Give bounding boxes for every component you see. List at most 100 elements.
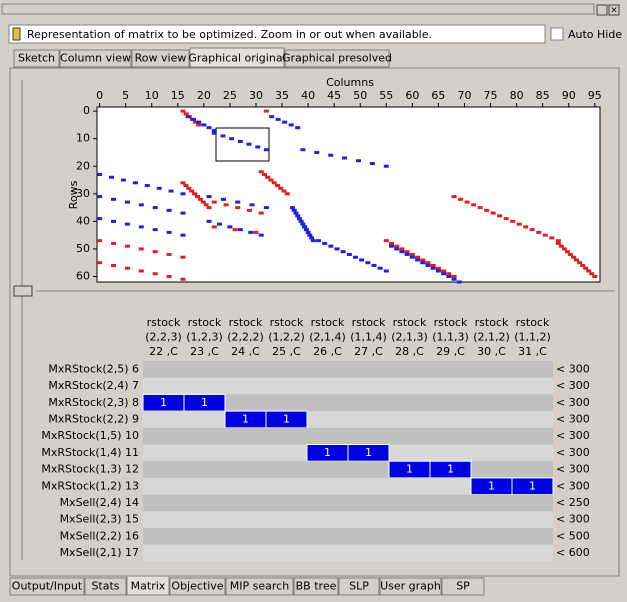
tab[interactable] — [338, 577, 380, 596]
nonzero-dot — [124, 222, 130, 226]
nonzero-dot — [258, 170, 264, 174]
nonzero-dot — [369, 161, 375, 165]
cell-value: 1 — [488, 479, 495, 492]
y-tick-label: 40 — [76, 214, 90, 227]
info-icon — [12, 27, 21, 41]
nonzero-dot — [220, 197, 226, 201]
row-band — [143, 427, 553, 445]
row-label: MxRStock(2,4) 7 — [48, 379, 139, 392]
nonzero-dot — [200, 200, 206, 204]
close-button[interactable] — [608, 4, 620, 16]
row-label: MxSell(2,2) 16 — [60, 529, 139, 542]
nonzero-dot — [383, 239, 389, 243]
tab[interactable] — [225, 577, 294, 596]
nonzero-dot — [456, 280, 462, 284]
tab[interactable] — [293, 577, 339, 596]
column-header: rstock — [188, 316, 222, 329]
nonzero-dot — [258, 211, 264, 215]
nonzero-dot — [109, 175, 115, 179]
y-tick-label: 10 — [76, 132, 90, 145]
nonzero-dot — [265, 175, 271, 179]
tab[interactable] — [9, 577, 85, 596]
nonzero-dot — [166, 252, 172, 256]
column-header: rstock — [270, 316, 304, 329]
column-header: (2,1,4) — [309, 331, 346, 344]
nonzero-dot — [371, 263, 377, 267]
nonzero-dot — [352, 255, 358, 259]
nonzero-dot — [592, 274, 598, 278]
y-axis-label: Rows — [67, 180, 80, 209]
nonzero-dot — [583, 266, 589, 270]
x-tick-label: 55 — [379, 89, 393, 102]
row-band — [143, 477, 553, 495]
nonzero-dot — [144, 184, 150, 188]
nonzero-dot — [415, 258, 421, 262]
nonzero-dot — [389, 241, 395, 245]
nonzero-dot — [303, 228, 309, 232]
tab[interactable] — [379, 577, 442, 596]
column-header: 26 ,C — [313, 345, 342, 358]
nonzero-dot — [229, 137, 235, 141]
tab[interactable] — [131, 49, 190, 68]
auto-hide-checkbox[interactable] — [550, 27, 564, 41]
nonzero-dot — [307, 233, 313, 237]
cell-value: 1 — [160, 396, 167, 409]
tab[interactable] — [126, 575, 170, 596]
tab[interactable] — [84, 577, 127, 596]
nonzero-dot — [124, 200, 130, 204]
nonzero-dot — [124, 244, 130, 248]
nonzero-dot — [377, 266, 383, 270]
column-header: (1,2,2) — [268, 331, 305, 344]
tab[interactable] — [284, 49, 390, 68]
nonzero-dot — [420, 258, 426, 262]
nonzero-dot — [309, 236, 315, 240]
tab[interactable] — [59, 49, 132, 68]
nonzero-dot — [435, 269, 441, 273]
row-label: MxRStock(2,2) 9 — [48, 412, 139, 425]
nonzero-dot — [451, 277, 457, 281]
restore-button[interactable] — [596, 4, 608, 16]
nonzero-dot — [282, 120, 288, 124]
nonzero-dot — [97, 195, 103, 199]
nonzero-dot — [180, 211, 186, 215]
nonzero-dot — [441, 269, 447, 273]
slider-thumb[interactable] — [13, 285, 33, 297]
nonzero-dot — [185, 115, 191, 119]
nonzero-dot — [471, 203, 477, 207]
nonzero-dot — [203, 203, 209, 207]
nonzero-dot — [293, 211, 299, 215]
tab[interactable] — [13, 49, 60, 68]
nonzero-dot — [180, 181, 186, 185]
info-box — [8, 24, 546, 44]
row-rhs: < 300 — [556, 396, 590, 409]
nonzero-dot — [201, 123, 207, 127]
nonzero-dot — [263, 206, 269, 210]
y-tick-label: 0 — [83, 104, 90, 117]
nonzero-dot — [180, 109, 186, 113]
nonzero-dot — [328, 244, 334, 248]
tab[interactable] — [169, 577, 226, 596]
column-header: rstock — [229, 316, 263, 329]
nonzero-dot — [420, 261, 426, 265]
nonzero-dot — [216, 222, 222, 226]
nonzero-dot — [284, 192, 290, 196]
nonzero-dot — [111, 263, 117, 267]
nonzero-dot — [97, 261, 103, 265]
y-tick-label: 60 — [76, 269, 90, 282]
cell-value: 1 — [201, 396, 208, 409]
row-band — [143, 377, 553, 395]
nonzero-dot — [322, 241, 328, 245]
tab[interactable] — [189, 47, 285, 68]
nonzero-dot — [586, 269, 592, 273]
nonzero-dot — [138, 269, 144, 273]
nonzero-dot — [458, 197, 464, 201]
x-tick-label: 90 — [562, 89, 576, 102]
tab[interactable] — [441, 577, 485, 596]
row-label: MxRStock(1,2) 13 — [41, 479, 139, 492]
nonzero-dot — [138, 225, 144, 229]
nonzero-dot — [529, 228, 535, 232]
nonzero-dot — [232, 228, 238, 232]
nonzero-dot — [152, 206, 158, 210]
